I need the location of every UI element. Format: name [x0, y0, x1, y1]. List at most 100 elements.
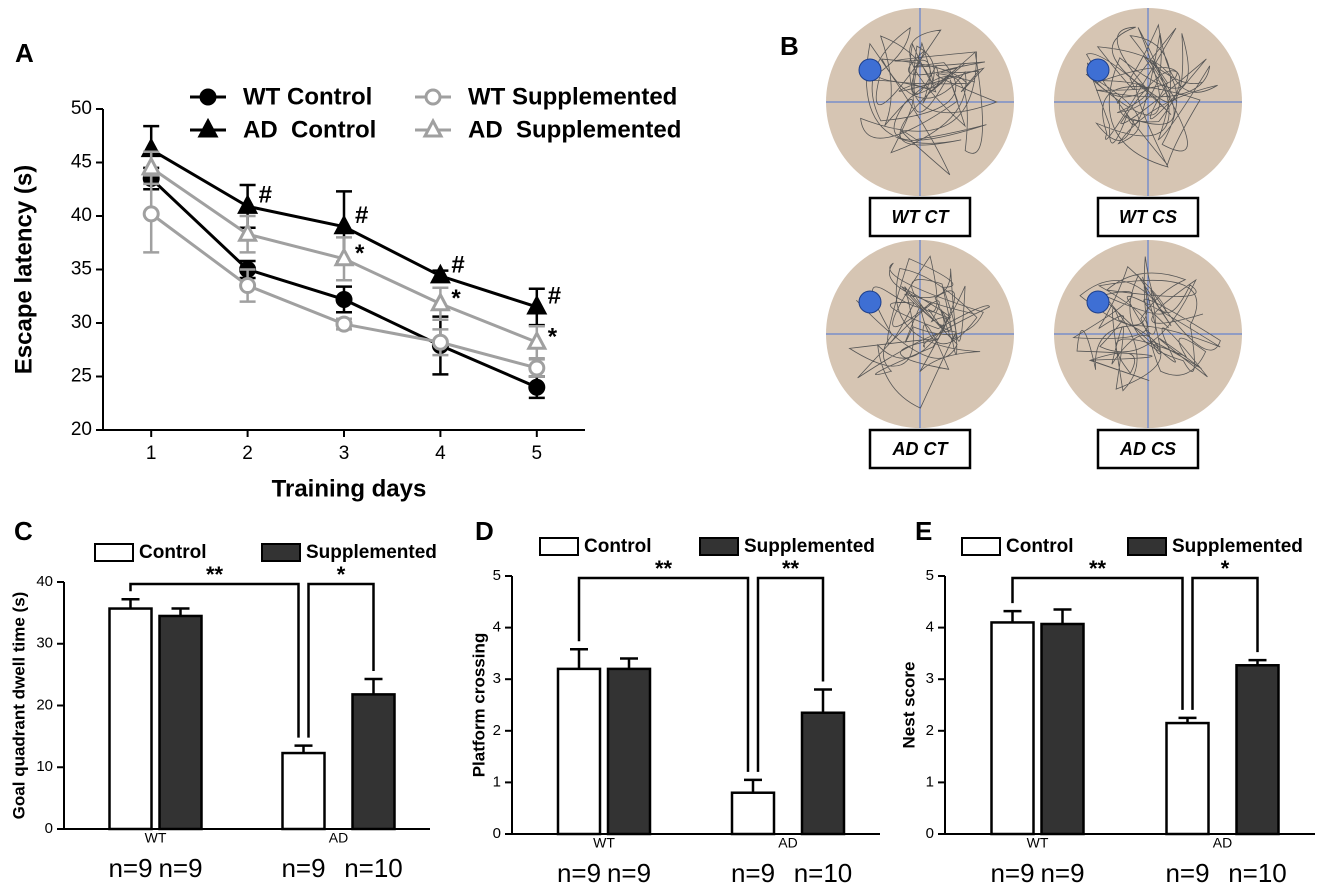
maze-label: WT CS [1119, 207, 1177, 227]
sample-size: n=9 [1165, 858, 1209, 885]
sample-size: n=9 [108, 853, 152, 883]
swim-path [860, 26, 998, 176]
comparison-bracket [129, 582, 300, 738]
y-tick-label: 3 [926, 670, 934, 687]
marker [333, 246, 355, 267]
significance: * [548, 324, 558, 351]
bar [108, 607, 153, 831]
y-axis-title: Escape latency (s) [10, 165, 37, 374]
bar [556, 667, 602, 836]
marker [335, 290, 353, 308]
marker [140, 155, 162, 176]
significance: * [451, 285, 461, 312]
sample-size: n=9 [990, 858, 1034, 885]
x-tick-label: AD [1213, 835, 1232, 851]
error-bar [1053, 608, 1072, 624]
legend-swatch [961, 537, 1001, 556]
legend-label: Supplemented [306, 542, 437, 563]
bar [1235, 664, 1280, 836]
x-tick-label: 1 [146, 443, 157, 464]
x-axis-title: Training days [272, 475, 427, 502]
y-tick-label: 3 [493, 670, 501, 687]
legend-swatch [539, 537, 579, 556]
comparison-bracket [1011, 576, 1184, 710]
y-tick-label: 10 [36, 758, 53, 775]
marker [429, 291, 451, 312]
y-tick-label: 0 [926, 825, 934, 842]
significance: ** [206, 562, 224, 587]
comparison-bracket [307, 582, 375, 738]
panel-label: D [475, 516, 494, 546]
y-tick-label: 2 [926, 722, 934, 739]
y-axis-title: Goal quadrant dwell time (s) [9, 592, 28, 820]
x-tick-label: WT [593, 835, 615, 851]
significance: * [355, 240, 365, 267]
error-bar [620, 657, 638, 669]
sample-size: n=9 [281, 853, 325, 883]
significance: ** [655, 556, 673, 581]
y-tick-label: 1 [926, 773, 934, 790]
legend-swatch [1127, 537, 1167, 556]
sample-size: n=9 [557, 858, 601, 885]
x-tick-label: AD [778, 835, 797, 851]
y-tick-label: 5 [926, 567, 934, 584]
marker [526, 294, 548, 315]
label-box [1096, 196, 1200, 238]
bar [606, 667, 652, 836]
bar [990, 621, 1035, 836]
y-tick-label: 2 [493, 722, 501, 739]
sample-size: n=10 [344, 853, 403, 883]
marker [239, 277, 257, 295]
y-axis-title: Nest score [899, 662, 918, 749]
bar [800, 711, 846, 836]
y-tick-label: 4 [493, 619, 501, 636]
panel-label: C [14, 516, 33, 546]
significance: # [259, 182, 272, 209]
marker [528, 378, 546, 396]
panel-label: A [15, 38, 34, 68]
bar [351, 693, 396, 831]
comparison-bracket [577, 576, 750, 772]
marker [333, 214, 355, 235]
platform [858, 58, 882, 82]
comparison-bracket [756, 576, 825, 772]
x-tick-label: 4 [435, 443, 446, 464]
error-bar [814, 688, 832, 713]
legend-marker [424, 88, 442, 106]
bar [281, 751, 326, 831]
marker [142, 205, 160, 223]
legend-label: WT Control [243, 83, 372, 110]
significance: * [1221, 556, 1230, 581]
bar [158, 614, 203, 831]
error-bar [364, 677, 383, 695]
y-tick-label: 30 [71, 312, 92, 333]
maze-label: AD CT [892, 439, 950, 459]
sample-size: n=9 [731, 858, 775, 885]
significance: ** [782, 556, 800, 581]
platform [1086, 290, 1110, 314]
sample-size: n=9 [1040, 858, 1084, 885]
legend-swatch [699, 537, 739, 556]
legend-marker [422, 117, 444, 138]
platform [1086, 58, 1110, 82]
y-tick-label: 0 [45, 820, 53, 837]
marker [526, 330, 548, 350]
y-tick-label: 0 [493, 825, 501, 842]
panel-label: B [780, 31, 799, 61]
error-bar [570, 648, 588, 669]
swim-path [1072, 256, 1221, 392]
legend-label: Supplemented [1172, 536, 1303, 557]
x-tick-label: 2 [242, 443, 253, 464]
bar [1040, 622, 1085, 836]
legend-marker [197, 117, 219, 138]
maze-label: WT CT [892, 207, 951, 227]
bar [1165, 721, 1210, 836]
label-box [868, 428, 972, 470]
comparison-bracket [1191, 576, 1259, 710]
x-tick-label: WT [145, 830, 167, 846]
y-tick-label: 20 [36, 696, 53, 713]
marker [335, 315, 353, 333]
significance: # [355, 202, 368, 229]
sample-size: n=10 [794, 858, 853, 885]
